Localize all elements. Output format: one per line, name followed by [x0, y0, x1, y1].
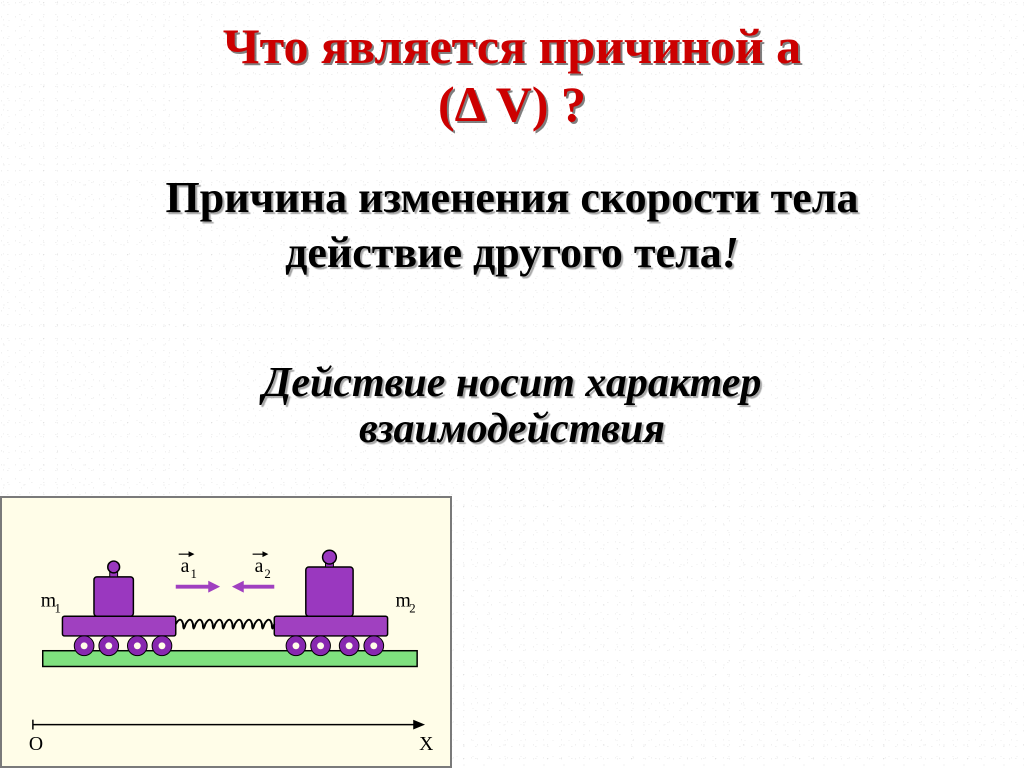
slide-subtitle: Причина изменения скорости тела действие…	[0, 170, 1024, 280]
svg-text:O: O	[29, 733, 43, 755]
svg-text:1: 1	[55, 601, 61, 615]
statement-line-1: Действие носит характер	[60, 360, 964, 406]
diagram-svg: m1a1m2a2OX	[2, 498, 450, 766]
slide-title: Что является причиной a (Δ V) ?	[0, 18, 1024, 133]
svg-text:2: 2	[409, 601, 415, 615]
subtitle-exclaim: !	[722, 228, 739, 277]
svg-text:a: a	[255, 555, 264, 577]
subtitle-line-2-text: действие другого тела	[285, 228, 722, 277]
slide: Что является причиной a (Δ V) ? Причина …	[0, 0, 1024, 768]
svg-text:X: X	[419, 733, 433, 755]
subtitle-line-1: Причина изменения скорости тела	[60, 170, 964, 225]
slide-statement: Действие носит характер взаимодействия	[0, 360, 1024, 452]
physics-diagram: m1a1m2a2OX	[0, 496, 452, 768]
statement-line-2: взаимодействия	[60, 406, 964, 452]
title-line-2: (Δ V) ?	[60, 76, 964, 134]
subtitle-line-2: действие другого тела!	[60, 225, 964, 280]
svg-text:2: 2	[264, 567, 270, 581]
svg-text:1: 1	[191, 567, 197, 581]
svg-text:a: a	[181, 555, 190, 577]
title-line-1: Что является причиной a	[60, 18, 964, 76]
